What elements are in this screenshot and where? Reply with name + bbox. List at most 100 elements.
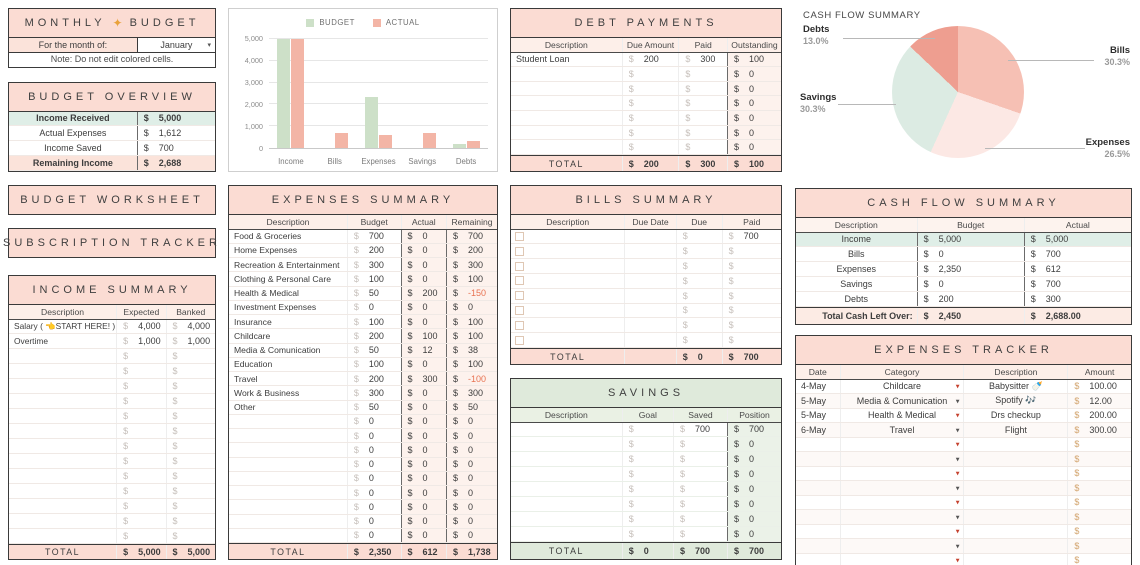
description-cell[interactable]: Education — [234, 359, 273, 370]
due-cell[interactable]: $ — [675, 244, 722, 259]
banked-cell[interactable]: $ — [165, 349, 215, 364]
due-date-cell[interactable] — [624, 229, 675, 244]
paid-cell[interactable]: $300 — [678, 52, 727, 67]
banked-cell[interactable]: $ — [165, 409, 215, 424]
description-cell[interactable] — [229, 515, 347, 528]
actual-cell[interactable]: $0 — [400, 243, 447, 257]
description-cell[interactable] — [511, 482, 622, 496]
description-cell[interactable]: Home Expenses — [234, 245, 298, 256]
due-date-cell[interactable] — [624, 244, 675, 259]
description-cell[interactable] — [9, 394, 116, 408]
paid-cell[interactable]: $ — [721, 318, 781, 333]
description-cell[interactable] — [9, 514, 116, 528]
due-cell[interactable]: $ — [675, 333, 722, 347]
description-cell[interactable] — [511, 96, 622, 110]
paid-cell[interactable]: $ — [721, 333, 781, 347]
budget-cell[interactable]: $200 — [346, 243, 401, 257]
description-cell[interactable] — [229, 529, 347, 542]
actual-cell[interactable]: $0 — [400, 443, 447, 457]
description-cell[interactable] — [9, 379, 116, 393]
description-cell[interactable] — [229, 500, 347, 513]
expected-cell[interactable]: $4,000 — [116, 319, 165, 334]
due-cell[interactable]: $ — [675, 318, 722, 333]
description-cell[interactable] — [963, 524, 1067, 538]
expected-cell[interactable]: $ — [116, 469, 165, 484]
chevron-down-icon[interactable] — [956, 527, 960, 536]
budget-cell[interactable]: $300 — [346, 386, 401, 400]
actual-cell[interactable]: $100 — [400, 329, 447, 343]
actual-cell[interactable]: $0 — [400, 229, 447, 243]
expected-cell[interactable]: $ — [116, 424, 165, 439]
date-cell[interactable] — [796, 438, 840, 452]
description-cell[interactable] — [963, 481, 1067, 495]
bill-checkbox[interactable] — [515, 335, 524, 345]
banked-cell[interactable]: $ — [165, 364, 215, 379]
description-cell[interactable]: Other — [234, 402, 256, 413]
banked-cell[interactable]: $ — [165, 424, 215, 439]
saved-cell[interactable]: $ — [672, 467, 727, 482]
budget-cell[interactable]: $300 — [346, 258, 401, 272]
description-cell[interactable]: Travel — [234, 373, 258, 384]
saved-cell[interactable]: $700 — [672, 422, 727, 437]
description-cell[interactable]: Flight — [963, 423, 1067, 437]
amount-cell[interactable]: $ — [1067, 481, 1131, 495]
bill-checkbox[interactable] — [515, 291, 524, 301]
date-cell[interactable] — [796, 539, 840, 553]
description-cell[interactable] — [9, 454, 116, 468]
saved-cell[interactable]: $ — [672, 482, 727, 497]
description-cell[interactable] — [511, 527, 622, 541]
actual-cell[interactable]: $0 — [400, 528, 447, 542]
description-cell[interactable] — [963, 510, 1067, 524]
description-cell[interactable] — [511, 512, 622, 526]
banked-cell[interactable]: $ — [165, 439, 215, 454]
due-cell[interactable]: $ — [675, 229, 722, 244]
description-cell[interactable] — [511, 423, 622, 437]
saved-cell[interactable]: $ — [672, 512, 727, 527]
description-cell[interactable] — [229, 458, 347, 471]
subscription-tracker-section[interactable]: SUBSCRIPTION TRACKER — [3, 228, 217, 258]
description-cell[interactable] — [530, 333, 625, 347]
goal-cell[interactable]: $ — [621, 452, 673, 467]
description-cell[interactable] — [963, 495, 1067, 509]
description-cell[interactable]: Drs checkup — [963, 408, 1067, 422]
description-cell[interactable] — [9, 409, 116, 423]
banked-cell[interactable]: $ — [165, 379, 215, 394]
description-cell[interactable] — [963, 452, 1067, 466]
actual-cell[interactable]: $0 — [400, 357, 447, 371]
due-amount-cell[interactable]: $ — [621, 67, 679, 81]
description-cell[interactable] — [530, 259, 625, 273]
due-date-cell[interactable] — [624, 259, 675, 273]
goal-cell[interactable]: $ — [621, 512, 673, 527]
chevron-down-icon[interactable] — [956, 382, 960, 391]
actual-cell[interactable]: $0 — [400, 486, 447, 500]
actual-cell[interactable]: $0 — [400, 414, 447, 428]
paid-cell[interactable]: $ — [678, 81, 727, 96]
amount-cell[interactable]: $ — [1067, 539, 1131, 553]
budget-cell[interactable]: $0 — [346, 414, 401, 428]
description-cell[interactable] — [530, 289, 625, 303]
description-cell[interactable] — [9, 529, 116, 543]
date-cell[interactable]: 5-May — [801, 395, 827, 406]
date-cell[interactable] — [796, 467, 840, 481]
description-cell[interactable] — [511, 82, 622, 96]
budget-cell[interactable]: $700 — [346, 229, 401, 243]
date-cell[interactable] — [796, 525, 840, 539]
description-cell[interactable]: Work & Business — [234, 387, 300, 398]
description-cell[interactable] — [530, 230, 625, 244]
actual-cell[interactable]: $0 — [400, 514, 447, 528]
expected-cell[interactable]: $ — [116, 364, 165, 379]
budget-cell[interactable]: $0 — [346, 457, 401, 471]
actual-cell[interactable]: $200 — [400, 286, 447, 300]
goal-cell[interactable]: $ — [621, 422, 673, 437]
description-cell[interactable] — [511, 452, 622, 466]
actual-cell[interactable]: $0 — [400, 500, 447, 514]
actual-cell[interactable]: $0 — [400, 272, 447, 286]
bill-checkbox[interactable] — [515, 231, 524, 241]
description-cell[interactable] — [511, 437, 622, 451]
paid-cell[interactable]: $ — [678, 67, 727, 81]
description-cell[interactable]: Spotify 🎶 — [963, 394, 1067, 408]
paid-cell[interactable]: $ — [678, 96, 727, 111]
chevron-down-icon[interactable] — [956, 469, 960, 478]
budget-cell[interactable]: $0 — [346, 443, 401, 457]
due-date-cell[interactable] — [624, 273, 675, 288]
